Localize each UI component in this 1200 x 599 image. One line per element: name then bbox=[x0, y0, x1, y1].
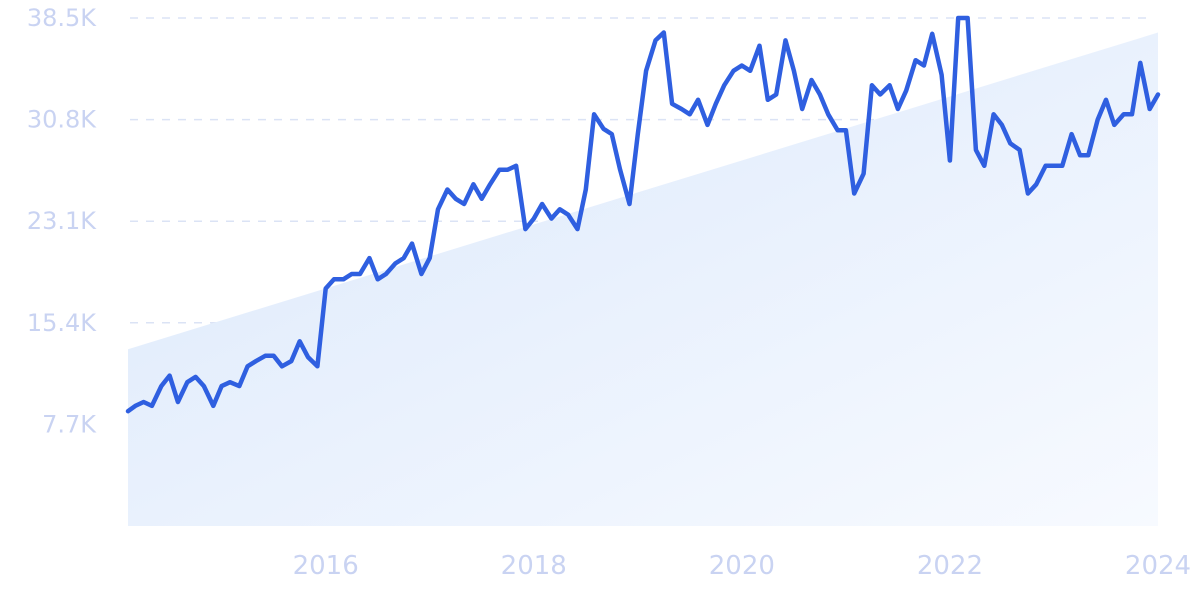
x-tick-label: 2018 bbox=[501, 551, 567, 581]
y-tick-label: 7.7K bbox=[42, 410, 97, 438]
series-lines bbox=[125, 15, 1161, 414]
trend-area-fill bbox=[128, 32, 1158, 527]
y-axis-ticks: 7.7K 15.4K 23.1K 30.8K 38.5K bbox=[27, 4, 97, 438]
series-line bbox=[125, 15, 1161, 414]
x-axis-ticks: 2016 2018 2020 2022 2024 bbox=[293, 551, 1191, 581]
y-tick-label: 23.1K bbox=[27, 207, 97, 235]
x-tick-label: 2016 bbox=[293, 551, 359, 581]
trend-area bbox=[128, 32, 1158, 527]
x-tick-label: 2022 bbox=[917, 551, 983, 581]
y-tick-label: 30.8K bbox=[27, 106, 97, 134]
x-tick-label: 2024 bbox=[1125, 551, 1191, 581]
y-tick-label: 15.4K bbox=[27, 309, 97, 337]
x-tick-label: 2020 bbox=[709, 551, 775, 581]
y-tick-label: 38.5K bbox=[27, 4, 97, 32]
